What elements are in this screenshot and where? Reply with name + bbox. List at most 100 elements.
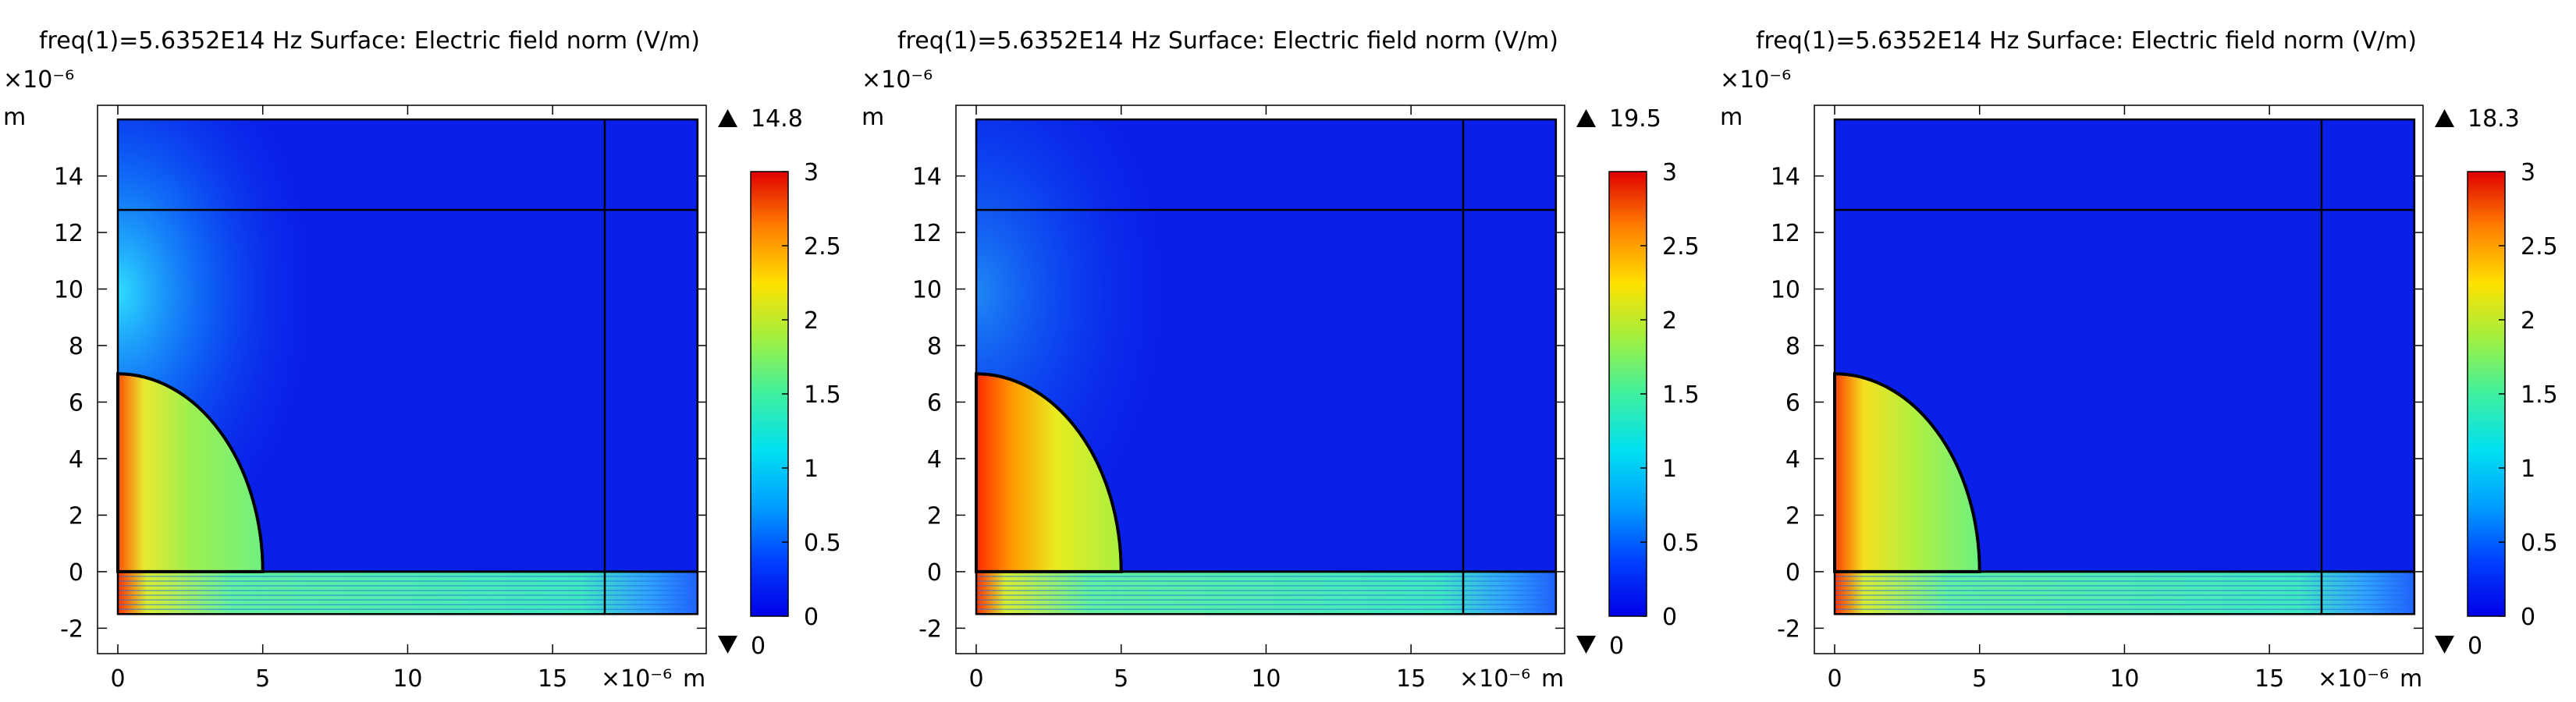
- y-tick-label: 10: [912, 277, 942, 304]
- plot-title: freq(1)=5.6352E14 Hz Surface: Electric f…: [897, 27, 1558, 55]
- y-tick-label: 2: [927, 502, 942, 530]
- y-axis-unit: m: [3, 104, 26, 131]
- y-tick-label: 12: [54, 220, 83, 247]
- x-tick-label: 15: [2254, 665, 2284, 693]
- x-tick-label: 10: [2109, 665, 2139, 693]
- plot-panel-1: freq(1)=5.6352E14 Hz Surface: Electric f…: [0, 0, 858, 702]
- colorbar-tick-label: 2.5: [804, 233, 841, 261]
- y-tick-label: 6: [1785, 389, 1800, 417]
- colorbar-tick-label: 2.5: [2521, 233, 2558, 261]
- y-axis-unit: m: [1720, 104, 1743, 131]
- y-tick-label: 2: [69, 502, 83, 530]
- y-tick-label: 0: [69, 559, 83, 587]
- colorbar-tick-label: 0.5: [1662, 530, 1700, 557]
- domain-outline: [1833, 118, 2416, 615]
- y-tick-label: -2: [918, 615, 942, 643]
- min-marker-icon: [2435, 636, 2454, 654]
- x-tick-label: 0: [110, 665, 125, 693]
- y-tick-label: 10: [54, 277, 83, 304]
- colorbar-tick-label: 1: [1662, 456, 1677, 483]
- plot-panel-2: freq(1)=5.6352E14 Hz Surface: Electric f…: [858, 0, 1717, 702]
- x-axis-exponent: ×10⁻⁶: [2318, 665, 2389, 693]
- colorbar-tick-label: 1.5: [2521, 381, 2558, 409]
- y-tick-label: 2: [1785, 502, 1800, 530]
- colorbar-tick-label: 2.5: [1662, 233, 1700, 261]
- y-tick-label: 4: [927, 446, 942, 473]
- plot-title: freq(1)=5.6352E14 Hz Surface: Electric f…: [1756, 27, 2417, 55]
- x-tick-label: 15: [1396, 665, 1426, 693]
- x-tick-label: 10: [1251, 665, 1281, 693]
- y-axis-unit: m: [862, 104, 884, 131]
- y-tick-label: 12: [912, 220, 942, 247]
- colorbar-tick-label: 0: [2521, 604, 2535, 631]
- y-tick-label: 6: [927, 389, 942, 417]
- max-value-label: 19.5: [1609, 105, 1661, 133]
- particle-region: [1833, 372, 1981, 573]
- x-tick-label: 5: [1972, 665, 1987, 693]
- y-tick-label: 6: [69, 389, 83, 417]
- y-tick-label: 10: [1771, 277, 1800, 304]
- plot-svg-2: freq(1)=5.6352E14 Hz Surface: Electric f…: [862, 27, 1700, 693]
- domain-outline: [975, 118, 1558, 615]
- min-marker-icon: [718, 636, 737, 654]
- y-tick-label: 14: [1771, 164, 1800, 191]
- x-axis-exponent: ×10⁻⁶: [1459, 665, 1530, 693]
- colorbar-tick-label: 0: [804, 604, 819, 631]
- y-tick-label: 14: [54, 164, 83, 191]
- plot-panel-3: freq(1)=5.6352E14 Hz Surface: Electric f…: [1717, 0, 2575, 702]
- colorbar-tick-label: 0.5: [2521, 530, 2558, 557]
- y-tick-label: 4: [69, 446, 83, 473]
- y-axis-exponent: ×10⁻⁶: [1720, 66, 1791, 94]
- x-tick-label: 0: [968, 665, 983, 693]
- substrate-field: [976, 571, 1556, 615]
- y-tick-label: -2: [1777, 615, 1800, 643]
- x-tick-label: 15: [538, 665, 567, 693]
- colorbar-tick-label: 2: [804, 307, 819, 335]
- substrate-field: [118, 571, 698, 615]
- colorbar-tick-label: 3: [1662, 159, 1677, 186]
- y-tick-label: 12: [1771, 220, 1800, 247]
- plot-title: freq(1)=5.6352E14 Hz Surface: Electric f…: [39, 27, 700, 55]
- substrate-field: [1835, 571, 2414, 615]
- x-axis-unit: m: [683, 665, 705, 693]
- plot-svg-1: freq(1)=5.6352E14 Hz Surface: Electric f…: [3, 27, 841, 693]
- colorbar-tick-label: 2: [2521, 307, 2535, 335]
- colorbar-tick-label: 1.5: [1662, 381, 1700, 409]
- plot-svg-3: freq(1)=5.6352E14 Hz Surface: Electric f…: [1720, 27, 2558, 693]
- x-tick-label: 10: [393, 665, 422, 693]
- min-value-label: 0: [2468, 633, 2482, 660]
- max-value-label: 18.3: [2468, 105, 2520, 133]
- x-tick-label: 5: [1114, 665, 1128, 693]
- particle-region: [116, 372, 265, 573]
- x-tick-label: 5: [255, 665, 270, 693]
- colorbar-tick-label: 0.5: [804, 530, 841, 557]
- x-axis-exponent: ×10⁻⁶: [601, 665, 672, 693]
- min-value-label: 0: [751, 633, 766, 660]
- y-tick-label: 8: [927, 333, 942, 360]
- min-value-label: 0: [1609, 633, 1624, 660]
- colorbar-tick-label: 1.5: [804, 381, 841, 409]
- max-value-label: 14.8: [751, 105, 803, 133]
- particle-region: [975, 372, 1123, 573]
- max-marker-icon: [718, 109, 737, 127]
- domain-outline: [116, 118, 699, 615]
- colorbar-tick-label: 3: [2521, 159, 2535, 186]
- colorbar-tick-label: 3: [804, 159, 819, 186]
- x-tick-label: 0: [1827, 665, 1842, 693]
- y-tick-label: 0: [1785, 559, 1800, 587]
- y-tick-label: 14: [912, 164, 942, 191]
- x-axis-unit: m: [1541, 665, 1564, 693]
- x-axis-unit: m: [2400, 665, 2422, 693]
- colorbar-tick-label: 0: [1662, 604, 1677, 631]
- max-marker-icon: [1576, 109, 1596, 127]
- min-marker-icon: [1576, 636, 1596, 654]
- y-tick-label: 4: [1785, 446, 1800, 473]
- colorbar-tick-label: 2: [1662, 307, 1677, 335]
- colorbar-tick-label: 1: [804, 456, 819, 483]
- y-tick-label: 0: [927, 559, 942, 587]
- y-axis-exponent: ×10⁻⁶: [862, 66, 933, 94]
- y-tick-label: 8: [69, 333, 83, 360]
- colorbar-tick-label: 1: [2521, 456, 2535, 483]
- y-tick-label: 8: [1785, 333, 1800, 360]
- max-marker-icon: [2435, 109, 2454, 127]
